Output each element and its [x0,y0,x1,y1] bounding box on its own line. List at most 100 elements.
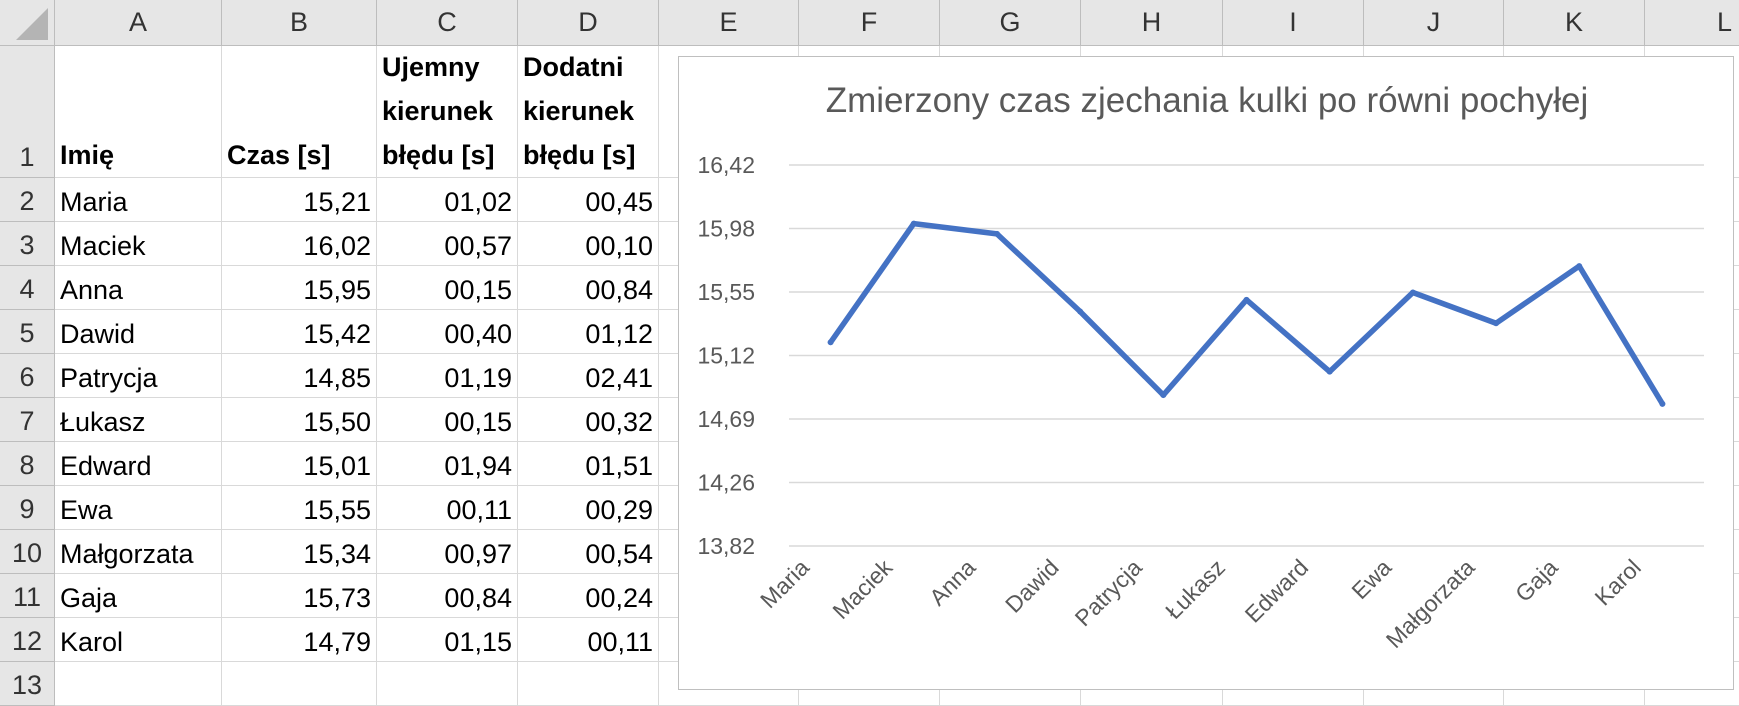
column-header-a[interactable]: A [55,0,222,46]
row-header-11[interactable]: 11 [0,574,55,618]
neg-error-cell[interactable]: 00,15 [377,398,518,442]
time-cell[interactable]: 15,95 [222,266,377,310]
column-header-e[interactable]: E [659,0,799,46]
name-cell[interactable]: Maria [55,178,222,222]
neg-error-cell[interactable]: 00,97 [377,530,518,574]
time-cell[interactable]: 15,21 [222,178,377,222]
row-header-8[interactable]: 8 [0,442,55,486]
row-header-13[interactable]: 13 [0,662,55,706]
name-cell[interactable]: Łukasz [55,398,222,442]
name-cell[interactable]: Małgorzata [55,530,222,574]
data-point[interactable] [1659,400,1666,407]
neg-error-cell[interactable]: 01,19 [377,354,518,398]
pos-error-cell[interactable]: 00,45 [518,178,659,222]
x-tick-label: Dawid [1000,554,1064,618]
row-header-2[interactable]: 2 [0,178,55,222]
pos-error-cell[interactable]: 00,84 [518,266,659,310]
data-point[interactable] [1160,392,1167,399]
time-cell[interactable]: 14,79 [222,618,377,662]
name-cell[interactable]: Maciek [55,222,222,266]
column-header-b[interactable]: B [222,0,377,46]
row-header-10[interactable]: 10 [0,530,55,574]
name-cell[interactable]: Dawid [55,310,222,354]
name-cell[interactable]: Patrycja [55,354,222,398]
pos-error-cell[interactable]: 00,32 [518,398,659,442]
data-point[interactable] [1493,320,1500,327]
data-point[interactable] [1409,289,1416,296]
time-cell[interactable]: 15,55 [222,486,377,530]
x-tick-label: Małgorzata [1381,554,1480,653]
neg-error-cell[interactable]: 01,94 [377,442,518,486]
name-cell[interactable]: Anna [55,266,222,310]
pos-error-cell[interactable]: 01,12 [518,310,659,354]
name-cell[interactable]: Ewa [55,486,222,530]
column-header-f[interactable]: F [799,0,940,46]
pos-error-cell[interactable]: 02,41 [518,354,659,398]
data-point[interactable] [1243,296,1250,303]
data-point[interactable] [1077,308,1084,315]
row-header-1[interactable]: 1 [0,46,55,178]
column-header-k[interactable]: K [1504,0,1645,46]
time-cell[interactable]: 15,42 [222,310,377,354]
data-point[interactable] [910,220,917,227]
select-all-corner[interactable] [0,0,55,46]
row-header-4[interactable]: 4 [0,266,55,310]
y-tick-label: 13,82 [697,533,755,559]
column-header-g[interactable]: G [940,0,1081,46]
neg-error-cell[interactable]: 01,15 [377,618,518,662]
neg-error-cell[interactable]: 00,84 [377,574,518,618]
chart-title: Zmierzony czas zjechania kulki po równi … [826,81,1589,120]
time-cell[interactable]: 15,50 [222,398,377,442]
data-point[interactable] [827,339,834,346]
cell-d13[interactable] [518,662,659,706]
data-point[interactable] [1576,263,1583,270]
column-header-l[interactable]: L [1645,0,1739,46]
time-cell[interactable]: 16,02 [222,222,377,266]
cell-b13[interactable] [222,662,377,706]
header-cell-name[interactable]: Imię [55,46,222,178]
neg-error-cell[interactable]: 00,40 [377,310,518,354]
data-point[interactable] [1326,368,1333,375]
row-header-7[interactable]: 7 [0,398,55,442]
pos-error-cell[interactable]: 00,10 [518,222,659,266]
y-tick-label: 15,55 [697,279,755,305]
line-chart[interactable]: Zmierzony czas zjechania kulki po równi … [678,56,1734,690]
pos-error-cell[interactable]: 00,54 [518,530,659,574]
y-tick-label: 15,98 [697,216,755,242]
pos-error-cell[interactable]: 00,11 [518,618,659,662]
column-header-h[interactable]: H [1081,0,1223,46]
row-header-6[interactable]: 6 [0,354,55,398]
cell-c13[interactable] [377,662,518,706]
header-cell-pos-error[interactable]: Dodatni kierunek błędu [s] [518,46,659,178]
time-cell[interactable]: 14,85 [222,354,377,398]
row-header-3[interactable]: 3 [0,222,55,266]
neg-error-cell[interactable]: 00,11 [377,486,518,530]
name-cell[interactable]: Edward [55,442,222,486]
neg-error-cell[interactable]: 01,02 [377,178,518,222]
header-cell-neg-error[interactable]: Ujemny kierunek błędu [s] [377,46,518,178]
column-header-i[interactable]: I [1223,0,1364,46]
pos-error-cell[interactable]: 00,24 [518,574,659,618]
neg-error-cell[interactable]: 00,15 [377,266,518,310]
x-tick-label: Anna [924,554,981,611]
time-cell[interactable]: 15,34 [222,530,377,574]
column-header-j[interactable]: J [1364,0,1504,46]
data-point[interactable] [993,230,1000,237]
pos-error-cell[interactable]: 00,29 [518,486,659,530]
y-tick-label: 14,69 [697,406,755,432]
name-cell[interactable]: Gaja [55,574,222,618]
row-header-12[interactable]: 12 [0,618,55,662]
series-line[interactable] [827,220,1666,407]
row-header-9[interactable]: 9 [0,486,55,530]
select-all-triangle-icon [16,8,48,40]
time-cell[interactable]: 15,01 [222,442,377,486]
header-cell-time[interactable]: Czas [s] [222,46,377,178]
column-header-d[interactable]: D [518,0,659,46]
column-header-c[interactable]: C [377,0,518,46]
cell-a13[interactable] [55,662,222,706]
time-cell[interactable]: 15,73 [222,574,377,618]
pos-error-cell[interactable]: 01,51 [518,442,659,486]
name-cell[interactable]: Karol [55,618,222,662]
row-header-5[interactable]: 5 [0,310,55,354]
neg-error-cell[interactable]: 00,57 [377,222,518,266]
